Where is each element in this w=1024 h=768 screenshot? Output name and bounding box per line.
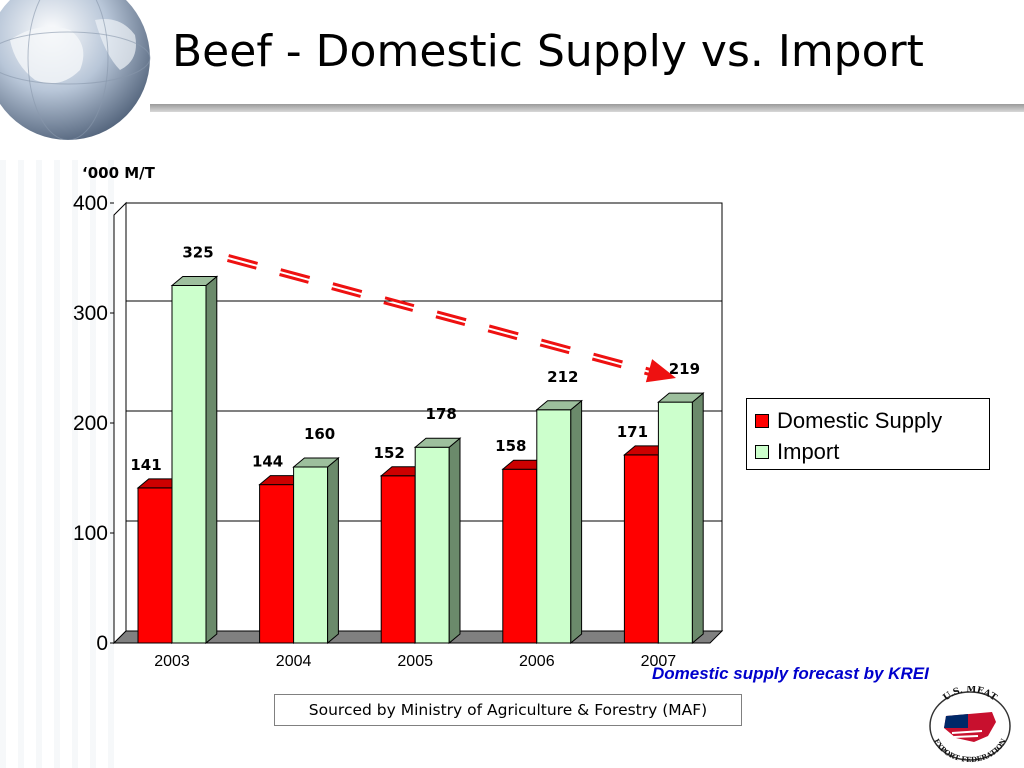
bar-top (657, 392, 705, 403)
source-text: Sourced by Ministry of Agriculture & For… (308, 701, 708, 719)
chart-legend: Domestic Supply Import (746, 398, 990, 470)
data-label-import: 178 (426, 405, 457, 423)
data-label-domestic: 171 (617, 423, 648, 441)
slide-title: Beef - Domestic Supply vs. Import (172, 26, 924, 77)
x-tick-label: 2005 (397, 653, 433, 670)
y-tick-label: 0 (96, 632, 108, 655)
y-tick-label: 200 (73, 412, 108, 435)
forecast-note: Domestic supply forecast by KREI (652, 664, 929, 683)
legend-label-domestic: Domestic Supply (777, 407, 943, 433)
bar-top (535, 400, 583, 411)
trend-arrow-line (228, 254, 652, 372)
legend-item-import: Import (755, 436, 989, 467)
bar-domestic (380, 475, 416, 644)
x-tick-label: 2003 (154, 653, 190, 670)
data-label-import: 219 (669, 360, 700, 378)
bar-domestic (137, 487, 173, 644)
bar-side (448, 437, 461, 645)
bar-top (170, 276, 219, 286)
usmef-logo: U.S. MEAT EXPORT FEDERATION (929, 686, 1011, 764)
globe-decoration (0, 0, 151, 140)
bar-import (171, 285, 207, 644)
trend-arrow-head (645, 359, 676, 383)
bar-side (327, 456, 339, 645)
plot-side-wall (113, 201, 127, 645)
bar-import (414, 446, 450, 644)
background-decoration (0, 160, 120, 768)
y-tick-label: 400 (73, 192, 108, 215)
x-tick-label: 2007 (641, 653, 677, 670)
bar-top (292, 457, 340, 468)
x-tick-label: 2004 (276, 653, 312, 670)
legend-label-import: Import (777, 438, 840, 464)
data-label-domestic: 158 (495, 437, 526, 455)
bar-import (536, 409, 572, 644)
legend-item-domestic: Domestic Supply (755, 405, 989, 436)
data-label-import: 160 (304, 425, 335, 443)
trend-arrow-line (226, 258, 650, 376)
y-tick-label: 300 (73, 302, 108, 325)
data-label-domestic: 144 (252, 453, 283, 471)
data-label-import: 325 (182, 244, 213, 262)
data-label-domestic: 152 (374, 444, 405, 462)
data-label-import: 212 (547, 368, 578, 386)
bar-domestic (502, 468, 538, 644)
legend-swatch-domestic (755, 413, 769, 428)
y-tick-label: 100 (73, 522, 108, 545)
bar-domestic (623, 454, 659, 644)
y-axis-unit-label: ‘000 M/T (82, 164, 156, 182)
bar-domestic (259, 484, 295, 644)
source-box: Sourced by Ministry of Agriculture & For… (274, 694, 742, 726)
bar-side (205, 275, 218, 645)
bar-top (413, 437, 462, 448)
data-label-domestic: 141 (130, 456, 161, 474)
title-underline (150, 104, 1024, 112)
bar-import (293, 466, 329, 644)
bar-side (691, 392, 704, 645)
bar-side (570, 399, 583, 645)
bar-import (657, 401, 693, 644)
legend-swatch-import (755, 444, 769, 459)
x-tick-label: 2006 (519, 653, 555, 670)
